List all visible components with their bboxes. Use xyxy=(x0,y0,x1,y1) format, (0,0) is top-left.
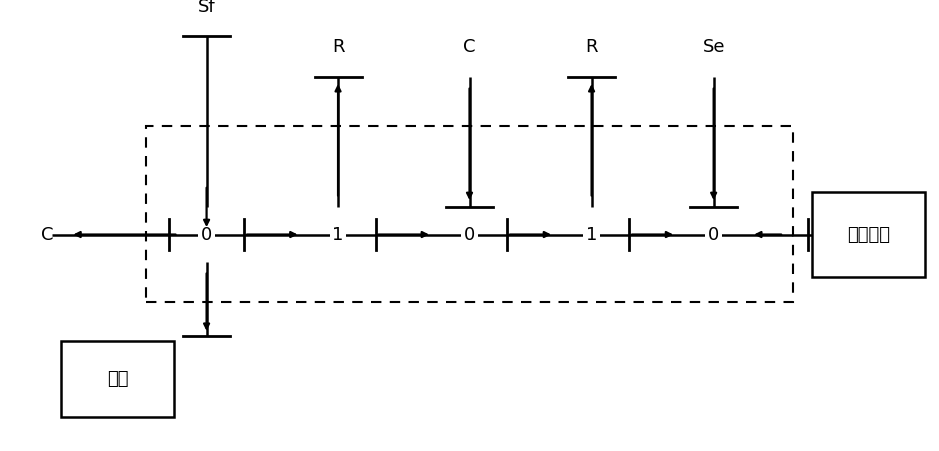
Text: 0: 0 xyxy=(201,226,212,244)
Text: 1: 1 xyxy=(332,226,344,244)
Bar xyxy=(812,192,925,277)
Text: 0: 0 xyxy=(464,226,475,244)
Text: C: C xyxy=(463,38,476,56)
Text: 0: 0 xyxy=(708,226,719,244)
Text: Sf: Sf xyxy=(198,0,215,16)
Bar xyxy=(61,341,174,417)
Text: 锥孔端盖: 锥孔端盖 xyxy=(847,226,890,244)
Text: 转子: 转子 xyxy=(107,370,128,388)
Text: C: C xyxy=(40,226,54,244)
Text: 1: 1 xyxy=(586,226,597,244)
Text: R: R xyxy=(585,38,598,56)
Text: R: R xyxy=(331,38,345,56)
Text: Se: Se xyxy=(702,38,725,56)
